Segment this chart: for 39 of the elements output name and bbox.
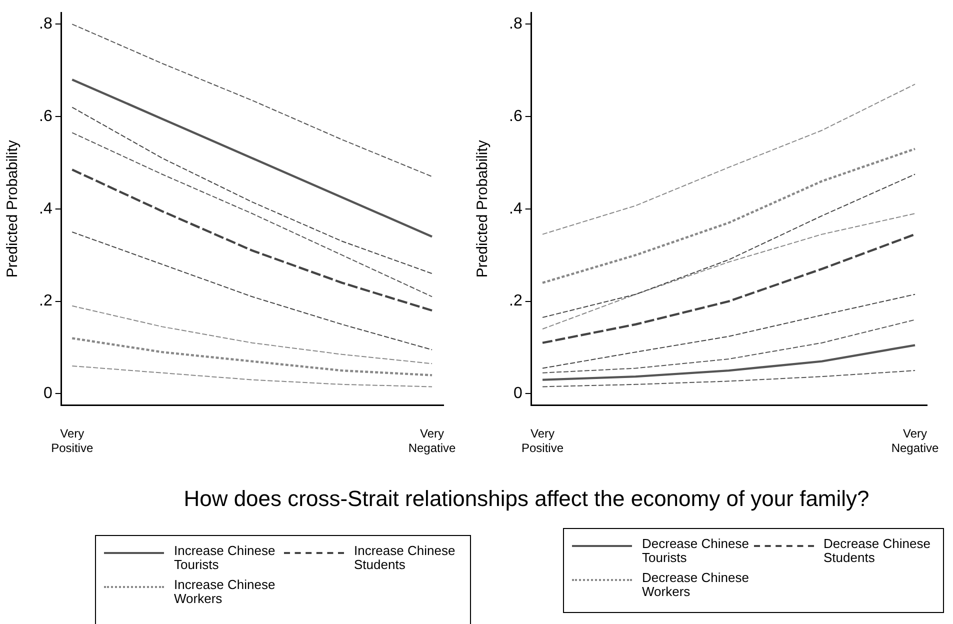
- line-series: [72, 231, 433, 350]
- line-series: [542, 319, 916, 374]
- y-tick-label: .8: [509, 16, 522, 33]
- legend-label: Increase Chinese Students: [354, 543, 456, 572]
- line-series: [72, 132, 433, 298]
- line-series: [541, 233, 916, 344]
- legend-label: Decrease Chinese Students: [824, 536, 932, 565]
- y-tick-label: .6: [39, 108, 52, 125]
- y-tick-label: .2: [39, 292, 52, 310]
- line-series: [72, 24, 433, 178]
- line-series: [542, 294, 916, 369]
- y-tick-label: .6: [509, 108, 522, 125]
- y-tick-label: .4: [39, 200, 52, 218]
- x-tick-label: Very Positive: [51, 426, 94, 456]
- line-series: [72, 106, 433, 274]
- x-tick-label: Very Negative: [408, 426, 456, 456]
- legend-label: Increase Chinese Tourists: [174, 543, 276, 572]
- line-series: [542, 370, 916, 388]
- line-series: [542, 213, 916, 330]
- legend-label: Increase Chinese Workers: [174, 577, 276, 606]
- line-series: [542, 174, 916, 318]
- line-series: [71, 168, 434, 312]
- y-tick-label: 0: [513, 385, 522, 402]
- y-axis-title: Predicted Probability: [4, 140, 22, 278]
- legend-label: Decrease Chinese Tourists: [642, 536, 750, 565]
- legend-label: Decrease Chinese Workers: [642, 570, 750, 599]
- line-series: [72, 305, 433, 364]
- line-series: [71, 337, 434, 376]
- line-series: [541, 148, 916, 284]
- line-series: [542, 84, 916, 235]
- y-tick-label: 0: [43, 385, 52, 402]
- x-tick-label: Very Positive: [522, 426, 564, 456]
- text: How does cross-Strait relationships affect the economy of your family?: [182, 486, 870, 512]
- y-tick-label: .2: [509, 292, 522, 310]
- y-tick-label: .4: [509, 200, 522, 218]
- x-tick-label: Very Negative: [891, 426, 940, 456]
- y-axis-title: Predicted Probability: [474, 140, 492, 278]
- line-series: [72, 365, 433, 388]
- y-tick-label: .8: [39, 16, 52, 33]
